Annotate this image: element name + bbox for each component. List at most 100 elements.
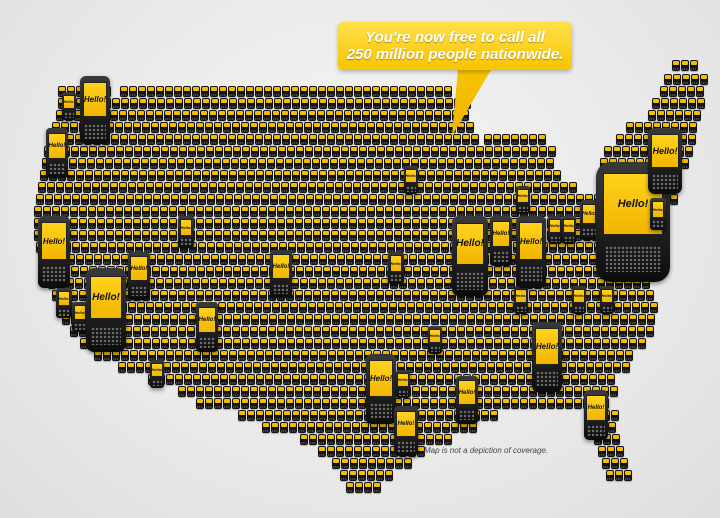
phone-icon xyxy=(394,218,402,229)
phone-icon xyxy=(328,170,336,181)
phone-icon xyxy=(71,266,79,277)
phone-icon xyxy=(495,194,503,205)
hello-phone-screen: Hello! xyxy=(130,256,148,282)
phone-icon xyxy=(151,206,159,217)
phone-icon xyxy=(247,98,255,109)
speech-bubble-tail xyxy=(452,68,492,136)
phone-icon xyxy=(316,422,324,433)
phone-icon xyxy=(586,362,594,373)
phone-icon xyxy=(346,170,354,181)
phone-icon xyxy=(196,218,204,229)
phone-icon xyxy=(430,230,438,241)
phone-icon xyxy=(143,314,151,325)
phone-icon xyxy=(506,182,514,193)
keyboard-icon xyxy=(535,371,559,387)
phone-icon xyxy=(326,182,334,193)
phone-icon xyxy=(443,110,451,121)
phone-icon xyxy=(301,170,309,181)
phone-icon xyxy=(490,410,498,421)
phone-icon xyxy=(607,350,615,361)
phone-icon xyxy=(137,302,145,313)
phone-icon xyxy=(112,170,120,181)
hello-phone: Hello! xyxy=(396,370,410,398)
phone-icon xyxy=(528,158,536,169)
phone-icon xyxy=(315,242,323,253)
phone-icon xyxy=(404,458,412,469)
phone-icon xyxy=(286,218,294,229)
phone-icon xyxy=(280,362,288,373)
hello-phone: Hello! xyxy=(38,216,70,288)
phone-icon xyxy=(358,230,366,241)
phone-icon xyxy=(679,134,687,145)
phone-icon xyxy=(404,146,412,157)
phone-icon xyxy=(211,170,219,181)
phone-icon xyxy=(434,110,442,121)
phone-icon xyxy=(225,194,233,205)
phone-icon xyxy=(375,158,383,169)
phone-icon xyxy=(125,338,133,349)
phone-icon xyxy=(259,326,267,337)
phone-icon xyxy=(485,314,493,325)
phone-icon xyxy=(205,206,213,217)
phone-icon xyxy=(575,338,583,349)
hello-phone-screen: Hello! xyxy=(369,360,393,397)
phone-icon xyxy=(394,206,402,217)
phone-icon xyxy=(435,134,443,145)
phone-icon xyxy=(341,314,349,325)
phone-icon xyxy=(466,122,474,133)
phone-icon xyxy=(268,398,276,409)
phone-icon xyxy=(179,266,187,277)
phone-icon xyxy=(196,386,204,397)
phone-icon xyxy=(327,86,335,97)
phone-icon xyxy=(387,242,395,253)
phone-icon xyxy=(493,206,501,217)
phone-icon xyxy=(297,194,305,205)
phone-icon xyxy=(615,470,623,481)
phone-icon xyxy=(157,170,165,181)
phone-icon xyxy=(319,410,327,421)
phone-icon xyxy=(124,122,132,133)
phone-icon xyxy=(369,242,377,253)
phone-icon xyxy=(367,122,375,133)
phone-icon xyxy=(520,326,528,337)
phone-icon xyxy=(454,170,462,181)
phone-icon xyxy=(427,98,435,109)
phone-icon xyxy=(430,290,438,301)
phone-icon xyxy=(378,242,386,253)
phone-icon xyxy=(426,434,434,445)
phone-icon xyxy=(69,158,77,169)
phone-icon xyxy=(247,350,255,361)
phone-icon xyxy=(530,146,538,157)
phone-icon xyxy=(502,134,510,145)
hello-phone: Hello! xyxy=(516,216,546,288)
phone-icon xyxy=(296,266,304,277)
phone-icon xyxy=(242,266,250,277)
hello-phone: Hello! xyxy=(80,76,110,144)
phone-icon xyxy=(559,362,567,373)
phone-icon xyxy=(40,170,48,181)
phone-icon xyxy=(355,374,363,385)
phone-icon xyxy=(115,206,123,217)
phone-icon xyxy=(459,194,467,205)
phone-icon xyxy=(614,302,622,313)
phone-icon xyxy=(376,290,384,301)
phone-icon xyxy=(197,266,205,277)
phone-icon xyxy=(551,182,559,193)
phone-icon xyxy=(496,362,504,373)
phone-icon xyxy=(324,194,332,205)
phone-icon xyxy=(173,182,181,193)
phone-icon xyxy=(331,206,339,217)
phone-icon xyxy=(255,134,263,145)
phone-icon xyxy=(325,422,333,433)
hello-phone-screen: Hello! xyxy=(272,254,290,280)
phone-icon xyxy=(256,374,264,385)
keyboard-icon xyxy=(515,305,527,312)
phone-icon xyxy=(478,362,486,373)
phone-icon xyxy=(85,254,93,265)
phone-icon xyxy=(150,158,158,169)
phone-icon xyxy=(332,338,340,349)
phone-icon xyxy=(120,134,128,145)
phone-icon xyxy=(503,314,511,325)
phone-icon xyxy=(568,362,576,373)
hello-phone-screen: Hello! xyxy=(549,218,561,234)
